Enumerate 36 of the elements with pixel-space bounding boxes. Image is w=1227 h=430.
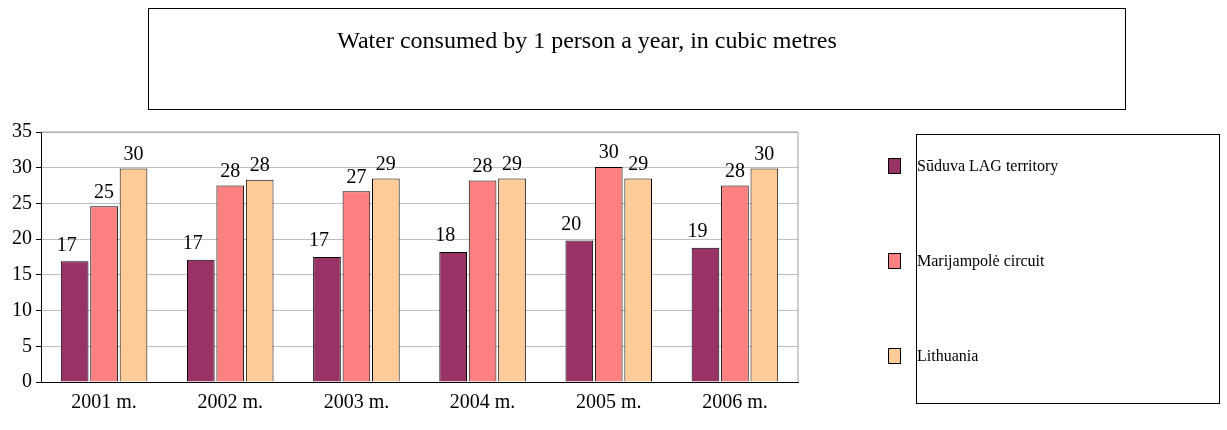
data-label: 29 xyxy=(375,151,396,174)
y-tick-label: 0 xyxy=(22,369,32,392)
y-tick-label: 15 xyxy=(12,262,32,285)
legend-label: Marijampolė circuit xyxy=(917,252,1045,270)
data-label: 30 xyxy=(598,140,619,163)
legend-label: Lithuania xyxy=(917,347,979,365)
data-label: 28 xyxy=(249,153,270,176)
y-tick-label: 10 xyxy=(12,297,32,320)
data-label: 17 xyxy=(56,232,77,255)
data-label: 19 xyxy=(687,218,708,241)
data-label: 28 xyxy=(220,158,241,181)
legend-label: Sūduva LAG territory xyxy=(917,157,1059,175)
y-tick-label: 35 xyxy=(12,119,32,142)
data-label: 17 xyxy=(182,231,203,254)
data-label: 18 xyxy=(435,223,456,246)
y-tick-label: 20 xyxy=(12,226,32,249)
data-label: 30 xyxy=(754,141,775,164)
data-label: 29 xyxy=(502,151,523,174)
x-tick-label: 2001 m. xyxy=(71,390,137,413)
x-tick-label: 2004 m. xyxy=(449,390,516,413)
x-tick-label: 2003 m. xyxy=(323,390,390,413)
data-label: 20 xyxy=(561,211,582,234)
data-label: 28 xyxy=(724,158,745,181)
x-tick-label: 2002 m. xyxy=(197,390,264,413)
data-label: 25 xyxy=(94,179,115,202)
y-tick-label: 25 xyxy=(12,190,32,213)
y-tick-label: 30 xyxy=(12,154,32,177)
data-label: 28 xyxy=(472,153,493,176)
data-label: 30 xyxy=(123,141,144,164)
data-label: 29 xyxy=(628,151,649,174)
x-tick-label: 2006 m. xyxy=(702,390,768,413)
data-label: 17 xyxy=(308,228,329,251)
x-tick-label: 2005 m. xyxy=(575,390,642,413)
data-label: 27 xyxy=(346,164,367,187)
chart-title: Water consumed by 1 person a year, in cubic metres xyxy=(336,27,838,54)
y-tick-label: 5 xyxy=(22,333,32,356)
